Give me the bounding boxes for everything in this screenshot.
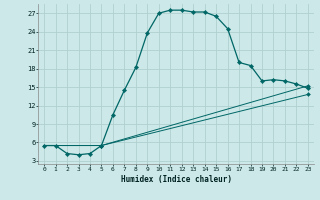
X-axis label: Humidex (Indice chaleur): Humidex (Indice chaleur) (121, 175, 231, 184)
